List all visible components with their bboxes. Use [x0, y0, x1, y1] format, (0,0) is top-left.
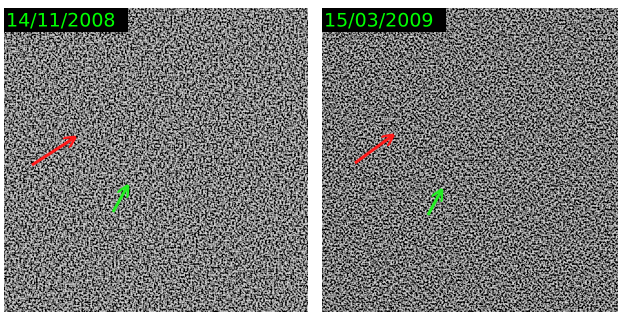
page: {"panels": [{"label": "14/11/2008"}, {"l…	[0, 0, 620, 312]
date-label: 15/03/2009	[324, 10, 434, 32]
date-label: 14/11/2008	[6, 10, 116, 32]
sar-image	[4, 8, 308, 312]
sar-image	[322, 8, 618, 312]
figure: 14/11/2008 15/03/2009	[0, 0, 620, 312]
panel-left: 14/11/2008	[4, 8, 308, 312]
panel-right: 15/03/2009	[322, 8, 618, 312]
